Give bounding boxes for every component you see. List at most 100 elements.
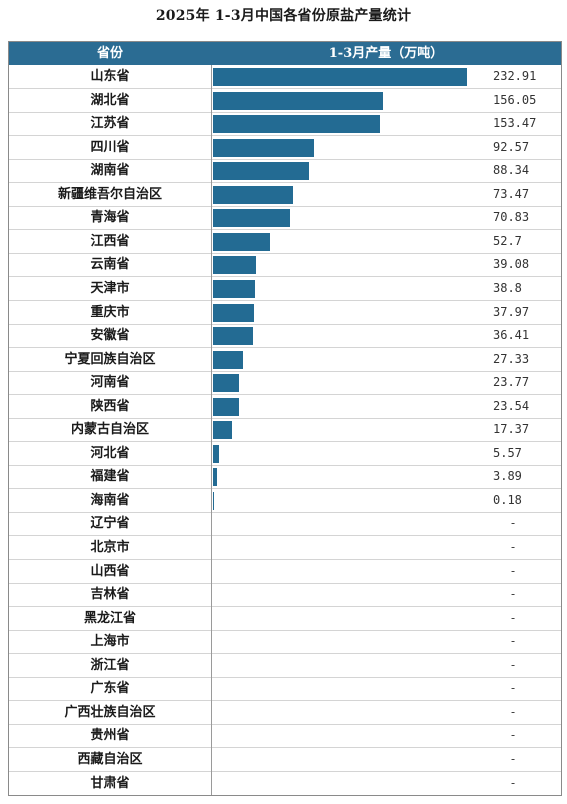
value-label: - <box>511 751 516 766</box>
table-row: 西藏自治区 - <box>9 748 561 772</box>
province-label: 宁夏回族自治区 <box>64 351 156 367</box>
table-row: 内蒙古自治区 17.37 <box>9 418 561 443</box>
province-label: 广东省 <box>90 681 130 697</box>
value-label: 156.05 <box>493 92 537 107</box>
table-row: 福建省 3.89 <box>9 465 561 490</box>
value-cell: 36.41 <box>211 324 561 348</box>
province-label: 天津市 <box>90 280 130 296</box>
bar <box>213 421 232 440</box>
bar <box>213 303 255 322</box>
value-cell: 70.83 <box>211 206 561 230</box>
province-label: 吉林省 <box>90 587 130 603</box>
value-cell: 23.54 <box>211 395 561 419</box>
table-row: 四川省 92.57 <box>9 136 561 160</box>
province-label: 河南省 <box>90 375 130 391</box>
province-label: 广西壮族自治区 <box>64 704 156 720</box>
bar <box>213 444 220 463</box>
bar <box>213 162 310 181</box>
province-label: 江苏省 <box>90 116 130 132</box>
province-label: 浙江省 <box>90 657 130 673</box>
bar <box>213 138 314 157</box>
value-label: - <box>511 516 516 531</box>
table-row: 江西省 52.7 <box>9 230 561 254</box>
province-label: 湖北省 <box>90 92 130 108</box>
value-cell: 88.34 <box>211 159 561 183</box>
chart-title: 2025年 1-3月中国各省份原盐产量统计 <box>155 8 412 24</box>
value-label: 232.91 <box>493 69 537 83</box>
value-label: 36.41 <box>493 328 530 343</box>
value-cell: 232.91 <box>211 65 561 89</box>
value-cell: 17.37 <box>211 418 561 442</box>
value-label: 52.7 <box>493 233 522 248</box>
table-header: 省份 1-3月产量（万吨） <box>9 42 561 65</box>
province-label: 新疆维吾尔自治区 <box>57 186 162 202</box>
column-divider <box>211 65 212 795</box>
table-row: 河北省 5.57 <box>9 442 561 466</box>
table-row: 贵州省 - <box>9 724 561 749</box>
table-row: 青海省 70.83 <box>9 206 561 231</box>
province-label: 重庆市 <box>90 304 130 320</box>
bar <box>213 91 384 110</box>
province-label: 西藏自治区 <box>77 751 143 767</box>
table-row: 山东省 232.91 <box>9 65 561 89</box>
province-label: 云南省 <box>90 257 130 273</box>
bar <box>213 327 253 346</box>
value-cell: 23.77 <box>211 371 561 395</box>
province-label: 陕西省 <box>90 398 130 414</box>
value-label: - <box>511 634 516 649</box>
table-row: 陕西省 23.54 <box>9 395 561 419</box>
table-row: 山西省 - <box>9 560 561 584</box>
table-row: 广西壮族自治区 - <box>9 701 561 725</box>
value-label: 23.54 <box>493 398 530 413</box>
value-label: - <box>511 540 516 554</box>
table-row: 上海市 - <box>9 630 561 655</box>
value-cell: 27.33 <box>211 348 561 372</box>
table-row: 重庆市 37.97 <box>9 301 561 325</box>
value-cell: 37.97 <box>211 301 561 325</box>
value-label: 92.57 <box>493 139 530 154</box>
province-label: 海南省 <box>90 492 130 508</box>
value-cell: - <box>211 630 561 654</box>
value-cell: - <box>211 748 561 772</box>
table-row: 湖南省 88.34 <box>9 159 561 184</box>
value-cell: - <box>211 677 561 701</box>
bar <box>213 350 243 369</box>
value-label: 27.33 <box>493 351 530 366</box>
value-cell: - <box>211 536 561 560</box>
table-row: 浙江省 - <box>9 654 561 678</box>
province-label: 北京市 <box>90 540 130 555</box>
value-label: - <box>511 704 516 719</box>
header-province: 省份 <box>96 46 123 61</box>
table-row: 甘肃省 - <box>9 772 561 796</box>
value-cell: 3.89 <box>211 465 561 489</box>
value-cell: - <box>211 583 561 607</box>
value-label: - <box>511 728 516 743</box>
province-label: 山西省 <box>90 563 130 579</box>
value-cell: - <box>211 560 561 584</box>
table-row: 宁夏回族自治区 27.33 <box>9 348 561 372</box>
table-row: 吉林省 - <box>9 583 561 608</box>
table-row: 云南省 39.08 <box>9 253 561 278</box>
value-cell: - <box>211 607 561 631</box>
province-label: 河北省 <box>90 445 130 461</box>
table-row: 海南省 0.18 <box>9 489 561 513</box>
value-label: 88.34 <box>493 163 530 178</box>
bar <box>213 374 239 393</box>
value-cell: 156.05 <box>211 89 561 113</box>
table-row: 北京市 - <box>9 536 561 560</box>
province-label: 江西省 <box>90 233 130 249</box>
bar <box>213 115 381 134</box>
bar <box>213 232 271 251</box>
value-cell: - <box>211 772 561 796</box>
province-label: 四川省 <box>90 139 130 155</box>
bar <box>213 68 467 86</box>
province-label: 安徽省 <box>90 328 130 344</box>
province-label: 青海省 <box>90 210 130 226</box>
value-label: - <box>511 563 516 578</box>
table-row: 安徽省 36.41 <box>9 324 561 349</box>
value-cell: - <box>211 701 561 725</box>
value-label: 38.8 <box>493 280 522 295</box>
value-label: - <box>511 775 516 790</box>
value-label: 153.47 <box>493 116 537 131</box>
value-label: - <box>511 587 516 602</box>
